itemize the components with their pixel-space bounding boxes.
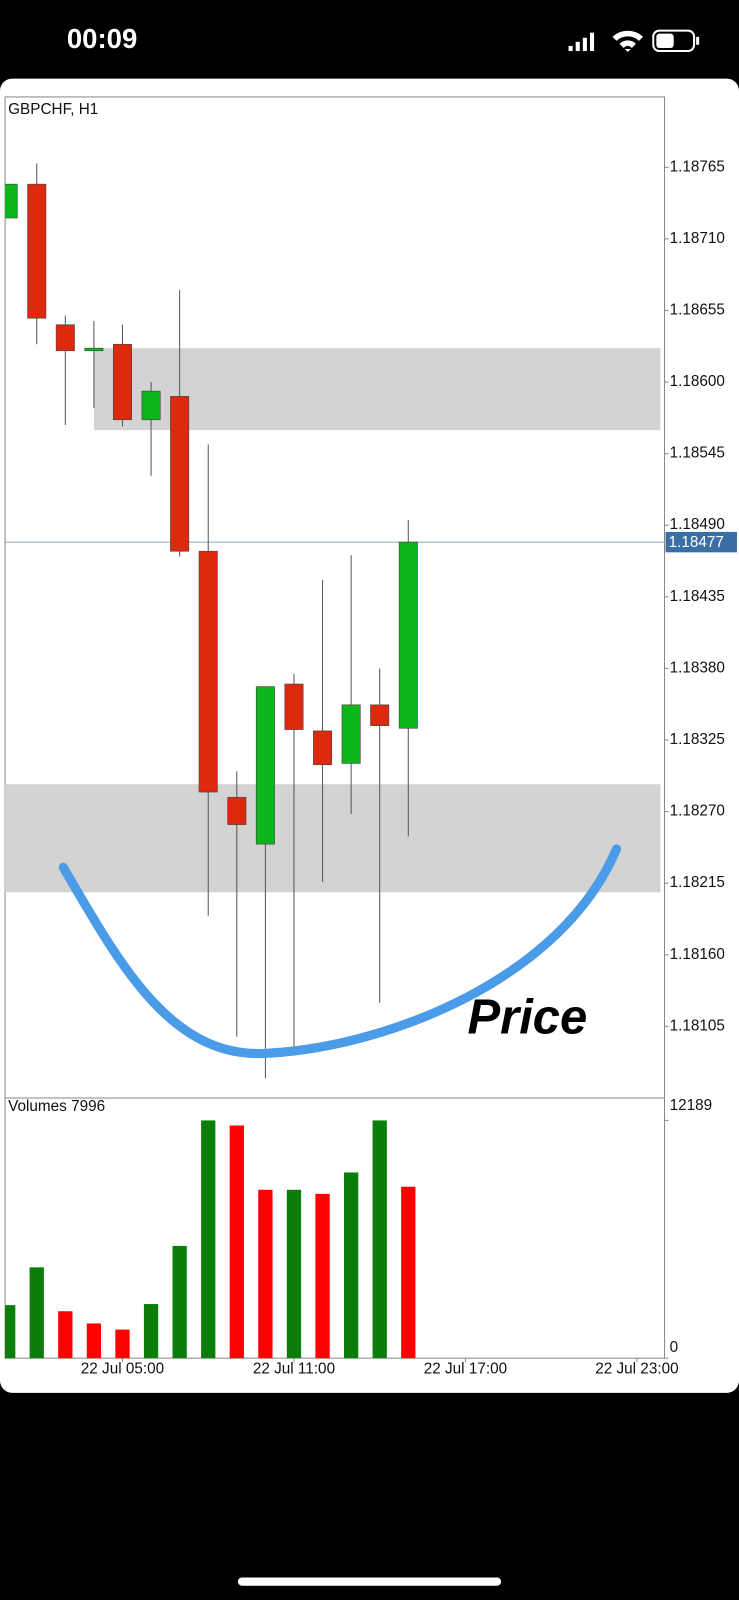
status-time: 00:09 xyxy=(67,23,137,54)
x-tick-label: 22 Jul 17:00 xyxy=(424,1360,507,1377)
chart-title: GBPCHF, H1 xyxy=(8,101,98,118)
y-tick-label: 1.18325 xyxy=(670,731,725,748)
volume-bar xyxy=(29,1267,44,1359)
candle-body xyxy=(370,704,390,726)
volume-bar xyxy=(229,1125,244,1359)
candle-body xyxy=(170,396,190,552)
candle-body xyxy=(112,343,132,421)
candle-body xyxy=(141,390,161,421)
volume-bar xyxy=(115,1329,130,1359)
candle-body xyxy=(84,347,104,352)
volume-bar xyxy=(143,1304,159,1359)
volume-bar xyxy=(58,1311,73,1359)
last-price-label: 1.18477 xyxy=(669,534,724,551)
candle-body xyxy=(227,796,247,825)
home-indicator xyxy=(237,1577,502,1586)
candle-body xyxy=(255,686,275,845)
candle-body xyxy=(398,541,418,729)
y-tick-label: 1.18215 xyxy=(670,874,725,891)
volume-bar xyxy=(258,1189,273,1359)
y-tick-label: 1.18105 xyxy=(670,1017,725,1034)
candle-body xyxy=(313,730,333,766)
y-tick-label: 1.18655 xyxy=(670,301,725,318)
volume-tick-label: 0 xyxy=(670,1339,679,1356)
volume-bar xyxy=(401,1186,416,1359)
candle-body xyxy=(27,183,47,319)
candle-body xyxy=(198,550,218,793)
y-tick-label: 1.18160 xyxy=(670,946,725,963)
candle-body xyxy=(55,324,75,352)
volume-bar xyxy=(172,1245,187,1359)
volume-bar xyxy=(5,1305,16,1359)
zone xyxy=(5,784,661,893)
y-tick-label: 1.18380 xyxy=(670,659,725,676)
volume-bar xyxy=(315,1193,330,1359)
x-tick-label: 22 Jul 05:00 xyxy=(81,1360,164,1377)
y-tick-label: 1.18435 xyxy=(670,588,725,605)
volume-tick-label: 12189 xyxy=(670,1097,713,1114)
x-tick-label: 22 Jul 11:00 xyxy=(253,1360,335,1377)
y-tick-label: 1.18270 xyxy=(670,803,725,820)
y-tick-label: 1.18490 xyxy=(670,516,725,533)
volume-label: Volumes 7996 xyxy=(8,1098,105,1115)
volume-bar xyxy=(372,1120,387,1359)
y-tick-label: 1.18765 xyxy=(670,158,725,175)
candle-body xyxy=(5,183,18,219)
y-tick-label: 1.18710 xyxy=(670,230,725,247)
status-icons xyxy=(568,29,700,53)
y-tick-label: 1.18545 xyxy=(670,445,725,462)
volume-bar xyxy=(86,1323,102,1359)
volume-bar xyxy=(201,1120,216,1359)
y-tick-label: 1.18600 xyxy=(670,373,725,390)
chart-card xyxy=(0,78,739,1393)
last-price-tag xyxy=(665,531,737,553)
curve-annotation xyxy=(58,844,622,1059)
volume-bar xyxy=(343,1172,359,1359)
candle-body xyxy=(341,704,361,764)
annotation: Price xyxy=(467,990,587,1044)
x-tick-label: 22 Jul 23:00 xyxy=(595,1360,678,1377)
plot-frame xyxy=(4,96,665,1359)
candle-body xyxy=(284,683,304,730)
volume-bar xyxy=(286,1189,302,1359)
